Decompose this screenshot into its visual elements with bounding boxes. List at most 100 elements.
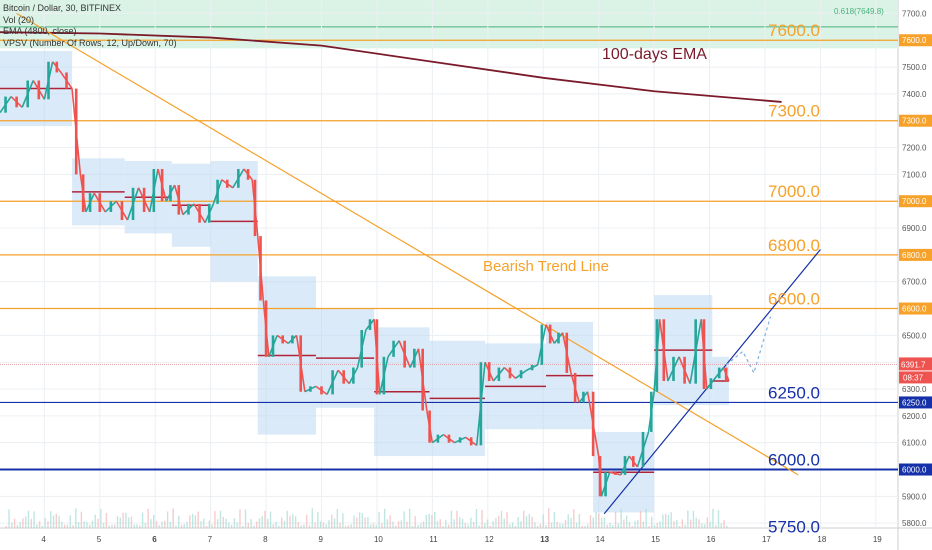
level-tag-text: 6250.0 [902,398,927,407]
volume-bar [322,522,325,528]
volume-bar [139,525,141,528]
level-tag [899,114,932,127]
candle [694,319,697,384]
volume-bar [147,508,149,528]
legend-ema[interactable]: EMA (4800, close) [3,26,77,36]
volume-bar [492,521,494,528]
level-tag [899,248,932,261]
volume-bar [584,525,586,528]
volume-bar [500,510,503,528]
volume-bar [91,520,94,528]
volume-bar [353,515,355,528]
volume-bar [30,518,32,528]
volume-bar [486,519,489,528]
volume-bar [253,525,255,528]
price-tick-label: 6200.0 [902,412,927,421]
volume-bar [116,516,119,528]
volume-bar [130,516,133,528]
legend-volume[interactable]: Vol (20) [3,14,35,25]
volume-bar [370,524,372,528]
volume-bar [520,521,522,528]
volume-bar [717,510,720,528]
volume-bar [77,522,80,528]
volume-bar [715,525,717,528]
price-tick-label: 7700.0 [902,9,927,18]
volume-bar [720,523,722,528]
volume-bar [637,520,639,528]
volume-bar [75,508,77,528]
candle [469,437,473,446]
volume-bar [317,511,319,528]
volume-bar [336,509,339,528]
volume-bar [689,519,692,528]
volume-bar [442,525,444,528]
volume-bar [247,522,250,528]
candle [368,319,372,330]
volume-bar [339,522,341,528]
volume-bar [242,525,244,528]
legend-vpsv[interactable]: VPSV (Number Of Rows, 12, Up/Down, 70) [3,37,177,48]
candle [413,348,416,368]
level-tag-text: 7000.0 [902,197,927,206]
volume-bar [164,520,166,528]
time-tick-label: 12 [485,535,494,544]
volume-bar [386,519,389,528]
candle [109,201,113,212]
volume-bar [344,525,347,528]
volume-bar [559,523,561,528]
volume-bar [27,510,30,528]
level-tag [899,396,932,409]
volume-bar [662,514,664,528]
volume-bar [550,522,553,528]
candle [392,340,395,357]
volume-bar [528,513,531,528]
volume-bar [420,523,422,528]
legend-symbol[interactable]: Bitcoin / Dollar, 30, BITFINEX [3,3,122,13]
time-axis: 4 5 6 7 8 9 10 11 12 13 14 15 16 17 18 19 [41,535,882,544]
volume-bar [300,525,302,528]
volume-bar [428,513,430,528]
volume-bar [283,521,286,528]
volume-bar [517,517,519,528]
candle [320,386,323,395]
price-level-layer [0,39,898,471]
volume-bar [186,521,188,528]
countdown-tag [899,371,932,384]
price-tick-label: 6100.0 [902,439,927,448]
volume-bar [578,513,581,528]
volume-bar [425,514,428,528]
volume-bar [22,518,24,528]
volume-bar [484,523,486,528]
candle [683,356,686,384]
volume-bar [314,522,316,528]
volume-bar [244,509,247,528]
volume-bar [589,515,592,528]
volume-bar [726,525,728,528]
volume-bar [342,513,344,528]
volume-bar [681,519,684,528]
volume-bar [183,524,186,528]
candle [131,187,135,220]
level-label: 6600.0 [768,290,820,309]
level-label: 6250.0 [768,383,820,402]
volume-bar [628,521,631,528]
volume-bar [417,524,419,528]
candle [271,335,275,357]
volume-bar [350,524,352,528]
candle [55,61,59,73]
current-price-tag [899,357,932,371]
price-tick-label: 5800.0 [902,519,927,528]
volume-bar [600,517,603,528]
volume-bar [258,518,261,528]
volume-bar [678,525,681,528]
volume-bar [467,524,469,528]
candle [436,434,440,443]
candle [177,185,181,215]
volume-bar [567,514,569,528]
price-tick-label: 6300.0 [902,385,927,394]
volume-bar [381,523,383,528]
candle [662,319,666,381]
candle [382,356,386,395]
